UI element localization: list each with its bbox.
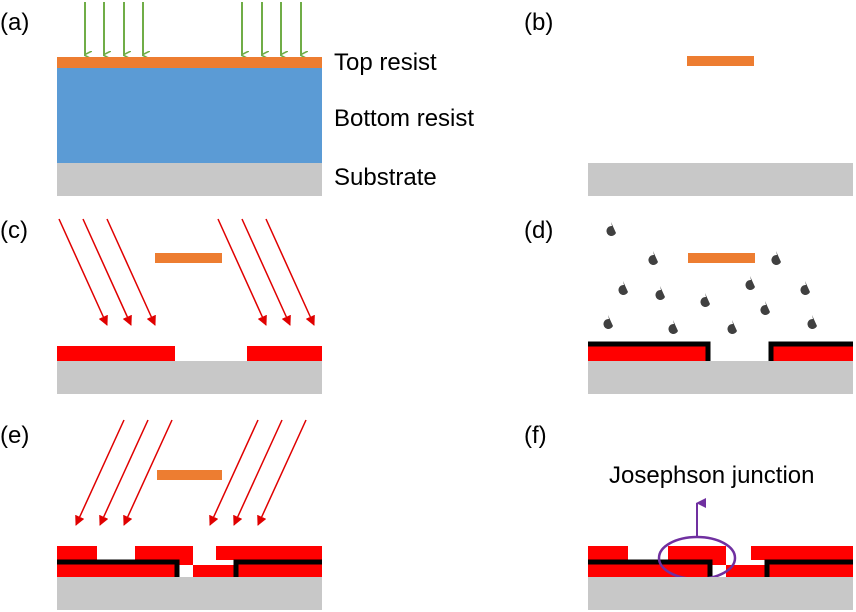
- josephson-junction-label: Josephson junction: [609, 462, 814, 489]
- substrate-layer: [588, 577, 853, 610]
- panel-f-label: (f): [524, 422, 547, 449]
- bottom-resist-layer: [57, 68, 322, 163]
- first-metal-layer: [771, 346, 853, 361]
- uv-exposure-arrows: [84, 2, 301, 55]
- evaporation-arrow: [58, 218, 108, 326]
- oxide-layer: [588, 559, 713, 577]
- panel-e: (e): [0, 419, 322, 610]
- oxide-layer: [588, 341, 711, 361]
- suspended-top-resist-bridge: [157, 470, 222, 480]
- panel-a-label: (a): [0, 9, 29, 36]
- oxygen-particle: [807, 315, 817, 329]
- substrate-layer: [588, 163, 853, 196]
- suspended-top-resist-bridge: [155, 253, 222, 263]
- oxidation-particles: [603, 222, 817, 334]
- oxygen-particle: [727, 320, 737, 334]
- oxide-layer: [768, 341, 853, 361]
- substrate-layer: [57, 577, 322, 610]
- second-metal-layer: [668, 546, 726, 560]
- oxygen-particle: [618, 281, 628, 295]
- second-metal-layer: [57, 546, 97, 560]
- second-metal-layer: [216, 546, 322, 560]
- panel-c: (c): [0, 217, 322, 394]
- first-metal-layer: [588, 346, 708, 361]
- substrate-layer: [57, 163, 322, 196]
- evaporation-arrow: [217, 218, 267, 326]
- second-metal-layer: [135, 546, 193, 560]
- evaporation-arrow: [75, 419, 125, 526]
- evaporation-arrow: [123, 419, 173, 526]
- substrate-layer: [57, 361, 322, 394]
- oxide-layer: [57, 559, 180, 577]
- oxide-layer: [764, 559, 853, 577]
- suspended-top-resist-bridge: [687, 56, 754, 66]
- evaporation-arrow: [82, 218, 132, 326]
- evaporation-arrow: [106, 218, 156, 326]
- angled-evaporation-arrows: [58, 218, 315, 326]
- substrate-label: Substrate: [334, 164, 437, 191]
- evaporation-arrow: [209, 419, 259, 526]
- first-metal-layer: [57, 346, 175, 361]
- oxygen-particle: [700, 293, 710, 307]
- bottom-resist-label: Bottom resist: [334, 105, 474, 132]
- panel-a: (a) Top resist Bottom resist Substrate: [0, 2, 474, 196]
- second-metal-layer: [175, 560, 193, 565]
- evaporation-arrow: [265, 218, 315, 326]
- oxygen-particle: [760, 301, 770, 315]
- top-resist-label: Top resist: [334, 49, 437, 76]
- oxygen-particle: [668, 320, 678, 334]
- oxygen-particle: [800, 281, 810, 295]
- angled-evaporation-arrows: [75, 419, 307, 526]
- panel-b-label: (b): [524, 9, 553, 36]
- oxygen-particle: [603, 315, 613, 329]
- first-metal-layer: [247, 346, 322, 361]
- oxygen-particle: [745, 276, 755, 290]
- second-metal-layer: [708, 560, 726, 565]
- oxide-layer: [233, 559, 322, 577]
- second-metal-layer: [588, 546, 628, 560]
- evaporation-arrow: [241, 218, 291, 326]
- panel-d-label: (d): [524, 217, 553, 244]
- panel-d: (d): [524, 217, 853, 394]
- second-metal-layer: [751, 546, 853, 560]
- oxygen-particle: [655, 286, 665, 300]
- evaporation-arrow: [257, 419, 307, 526]
- top-resist-layer: [57, 57, 322, 68]
- oxygen-particle: [606, 222, 616, 236]
- panel-f: (f) Josephson junction: [524, 422, 853, 610]
- evaporation-arrow: [99, 419, 149, 526]
- evaporation-arrow: [233, 419, 283, 526]
- oxygen-particle: [648, 251, 658, 265]
- suspended-top-resist-bridge: [688, 253, 755, 263]
- second-metal-gap-fill: [726, 565, 767, 577]
- second-metal-gap-fill: [193, 565, 236, 577]
- panel-c-label: (c): [0, 217, 28, 244]
- panel-b: (b): [524, 9, 853, 196]
- oxygen-particle: [771, 251, 781, 265]
- substrate-layer: [588, 361, 853, 394]
- panel-e-label: (e): [0, 422, 29, 449]
